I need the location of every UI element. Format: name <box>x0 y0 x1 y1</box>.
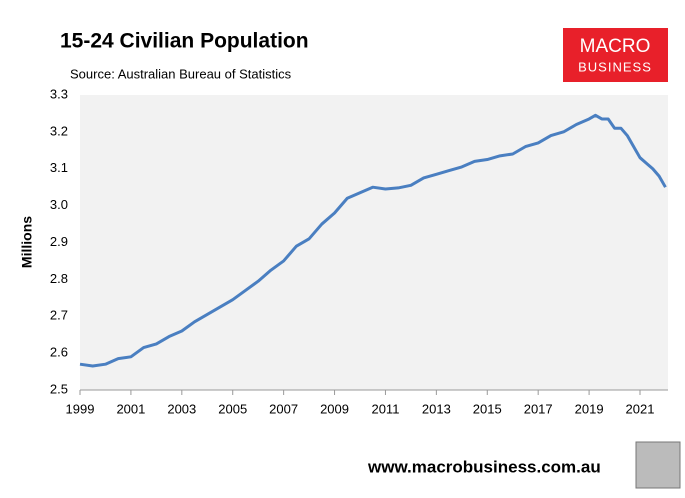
y-tick-label: 3.1 <box>50 160 68 175</box>
x-tick-label: 2021 <box>626 401 655 416</box>
y-tick-label: 2.6 <box>50 345 68 360</box>
chart-subtitle: Source: Australian Bureau of Statistics <box>70 66 292 81</box>
x-tick-label: 2009 <box>320 401 349 416</box>
y-axis-label: Millions <box>19 216 35 268</box>
logo <box>563 28 668 82</box>
x-tick-label: 2003 <box>167 401 196 416</box>
data-line <box>79 113 667 368</box>
y-tick-label: 2.9 <box>50 234 68 249</box>
x-tick-label: 2013 <box>422 401 451 416</box>
wolf-icon <box>635 441 681 489</box>
x-tick-label: 2017 <box>524 401 553 416</box>
x-tick-label: 2005 <box>218 401 247 416</box>
footer: www.macrobusiness.com.au <box>367 457 601 476</box>
x-tick-label: 2007 <box>269 401 298 416</box>
y-tick-label: 2.8 <box>50 271 68 286</box>
x-tick-label: 2019 <box>575 401 604 416</box>
x-tick-label: 2001 <box>116 401 145 416</box>
x-tick-label: 1999 <box>66 401 95 416</box>
y-tick-label: 3.2 <box>50 123 68 138</box>
logo-text: BUSINESS <box>578 59 652 74</box>
x-tick-label: 2011 <box>371 401 399 416</box>
x-tick-label: 2015 <box>473 401 502 416</box>
logo-text: MACRO <box>580 36 651 57</box>
y-tick-label: 2.5 <box>50 381 68 396</box>
plot-area <box>80 95 668 390</box>
y-tick-label: 3.0 <box>50 197 68 212</box>
y-tick-label: 2.7 <box>50 308 68 323</box>
chart-title: 15-24 Civilian Population <box>60 30 309 53</box>
y-tick-label: 3.3 <box>50 86 68 101</box>
